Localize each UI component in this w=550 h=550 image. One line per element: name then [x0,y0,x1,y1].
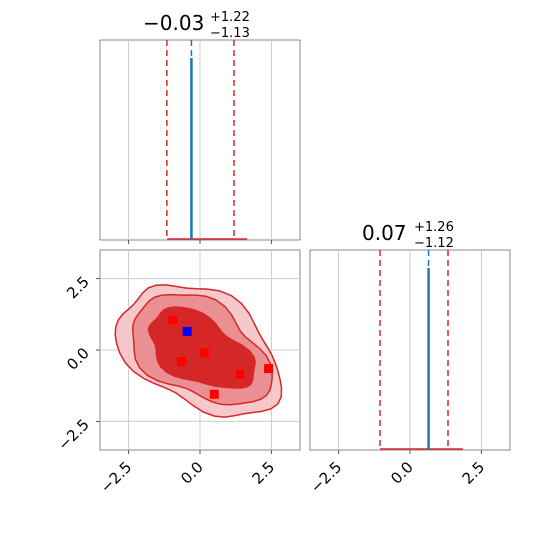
panel-bottom-left-markers [168,315,274,399]
panel-top-left-grid [128,40,272,244]
panel-bottom-right: −2.5 0.0 2.5 0.07 +1.26 −1.12 [307,220,511,497]
red-marker-1 [199,348,209,358]
red-marker-4 [209,389,219,399]
panel-top-left-marks [166,40,248,240]
red-marker-5 [264,364,274,374]
y-tick-label-2: −2.5 [54,416,92,454]
panel-top-left-title-minus: −1.13 [210,26,250,41]
y-tick-label-0: 2.5 [63,273,93,303]
x-tick-label-1: 0.0 [177,458,207,488]
y-tick-label-1: 0.0 [63,344,93,374]
panel-bottom-right-ticks: −2.5 0.0 2.5 [307,450,488,497]
red-marker-3 [235,369,245,379]
panel-top-left-title: −0.03 [143,11,204,35]
panel-top-left-title-plus: +1.22 [210,10,250,25]
red-marker-0 [168,315,178,325]
x-tick-label-1: 0.0 [387,458,417,488]
panel-bottom-right-title-plus: +1.26 [414,220,454,235]
panel-top-left: −0.03 +1.22 −1.13 [99,10,301,244]
x-tick-label-0: −2.5 [97,458,135,496]
panel-bottom-right-title-minus: −1.12 [414,236,454,251]
panel-bottom-right-grid [338,250,482,450]
panel-bottom-right-marks [379,250,463,450]
blue-marker [182,326,192,336]
red-marker-2 [176,356,186,366]
contour-inner [147,306,256,389]
x-tick-label-2: 2.5 [249,458,279,488]
panel-bottom-left: −2.5 0.0 2.5 2.5 0.0 −2.5 [54,249,301,497]
panel-bottom-right-title: 0.07 [362,221,407,245]
x-tick-label-0: −2.5 [307,458,345,496]
x-tick-label-2: 2.5 [459,458,489,488]
